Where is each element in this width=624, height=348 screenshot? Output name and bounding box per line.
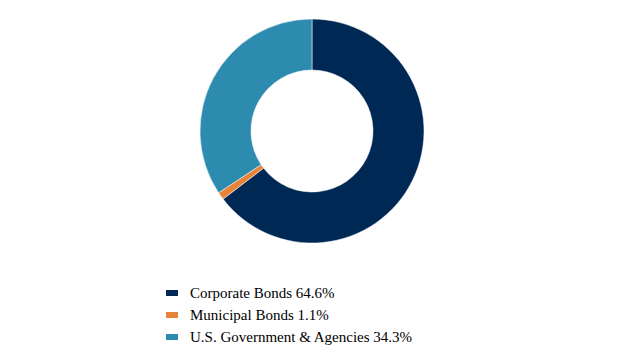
legend-swatch <box>166 290 178 296</box>
legend-item: Municipal Bonds 1.1% <box>166 307 329 323</box>
legend-item: Corporate Bonds 64.6% <box>166 285 335 301</box>
chart: Corporate Bonds 64.6% Municipal Bonds 1.1… <box>0 0 624 348</box>
legend-item: U.S. Government & Agencies 34.3% <box>166 329 412 345</box>
legend-label: Corporate Bonds 64.6% <box>190 285 335 301</box>
donut <box>200 19 424 243</box>
legend-label: U.S. Government & Agencies 34.3% <box>190 329 412 345</box>
legend-label: Municipal Bonds 1.1% <box>190 307 329 323</box>
legend: Corporate Bonds 64.6% Municipal Bonds 1.1… <box>166 285 412 345</box>
legend-swatch <box>166 312 178 318</box>
slice <box>200 19 312 193</box>
legend-swatch <box>166 334 178 340</box>
